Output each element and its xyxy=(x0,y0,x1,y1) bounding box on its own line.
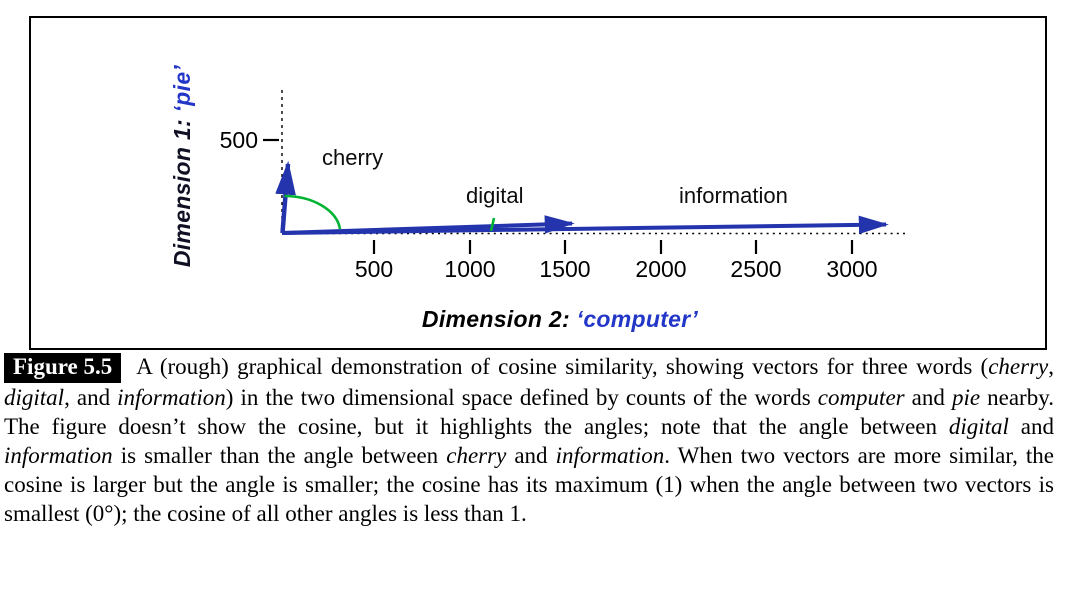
x-axis-tick-label-2000: 2000 xyxy=(635,256,686,282)
x-axis-tick-label-1000: 1000 xyxy=(444,256,495,282)
vector-label-cherry: cherry xyxy=(322,145,383,170)
y-axis-title-word: ‘pie’ xyxy=(169,65,195,113)
angle-arc-cherry-information xyxy=(284,194,342,230)
vector-label-information: information xyxy=(679,183,788,208)
x-axis-title-prefix: Dimension 2: xyxy=(422,306,577,332)
angle-tick-digital-information xyxy=(489,217,496,232)
x-axis-title-word: ‘computer’ xyxy=(577,306,699,332)
x-axis-tick-label-2500: 2500 xyxy=(730,256,781,282)
caption-text: A (rough) graphical demonstration of cos… xyxy=(4,354,1055,526)
y-axis-tick-label: 500 xyxy=(220,127,258,153)
vector-digital xyxy=(281,215,575,235)
y-axis-title: Dimension 1: ‘pie’ xyxy=(169,65,195,268)
y-axis-title-prefix: Dimension 1: xyxy=(169,112,195,267)
figure-caption: Figure 5.5 A (rough) graphical demonstrat… xyxy=(4,352,1054,528)
figure-box xyxy=(29,16,1047,350)
x-axis-title: Dimension 2: ‘computer’ xyxy=(422,306,698,332)
x-axis-tick-label-3000: 3000 xyxy=(826,256,877,282)
x-axis-tick-label-500: 500 xyxy=(355,256,393,282)
x-axis-tick-label-1500: 1500 xyxy=(539,256,590,282)
vector-label-digital: digital xyxy=(466,183,523,208)
figure-badge: Figure 5.5 xyxy=(4,353,122,383)
vector-cherry xyxy=(275,160,296,234)
cosine-similarity-chart: 500 500 1000 1500 2000 2500 3000 cherry … xyxy=(169,65,906,332)
